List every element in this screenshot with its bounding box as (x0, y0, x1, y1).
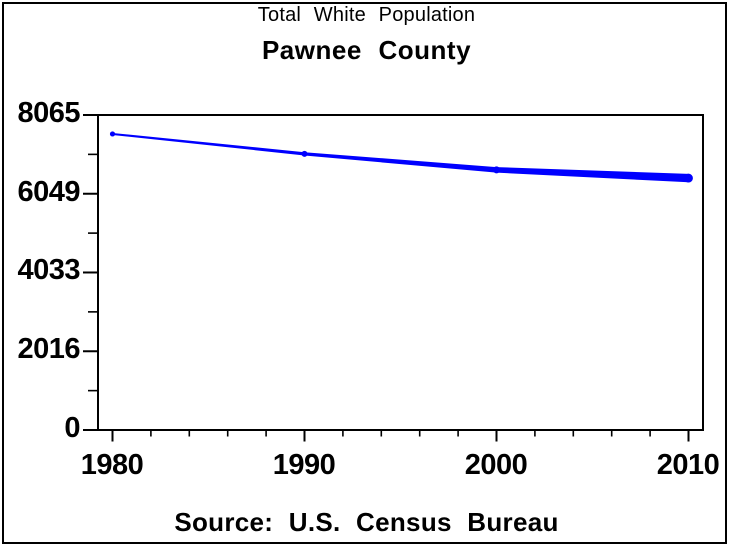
y-tick-label: 6049 (17, 176, 80, 208)
x-tick-label: 2010 (656, 449, 720, 481)
chart-title: Total White Population (257, 4, 476, 26)
source-footnote: Source: U.S. Census Bureau (174, 507, 559, 537)
y-tick-label: 4033 (17, 254, 80, 286)
x-tick-label: 2000 (464, 449, 528, 481)
data-point-marker (684, 173, 693, 183)
data-point-marker (109, 131, 116, 137)
data-line (112, 132, 689, 183)
y-tick-label: 2016 (17, 333, 80, 365)
x-tick-label: 1990 (272, 449, 336, 481)
y-tick-label: 8065 (17, 97, 80, 129)
data-point-marker (493, 166, 500, 174)
data-point-marker (301, 150, 308, 157)
chart-subtitle: Pawnee County (261, 35, 472, 65)
x-tick-label: 1980 (80, 449, 144, 481)
y-tick-label: 0 (64, 412, 80, 444)
